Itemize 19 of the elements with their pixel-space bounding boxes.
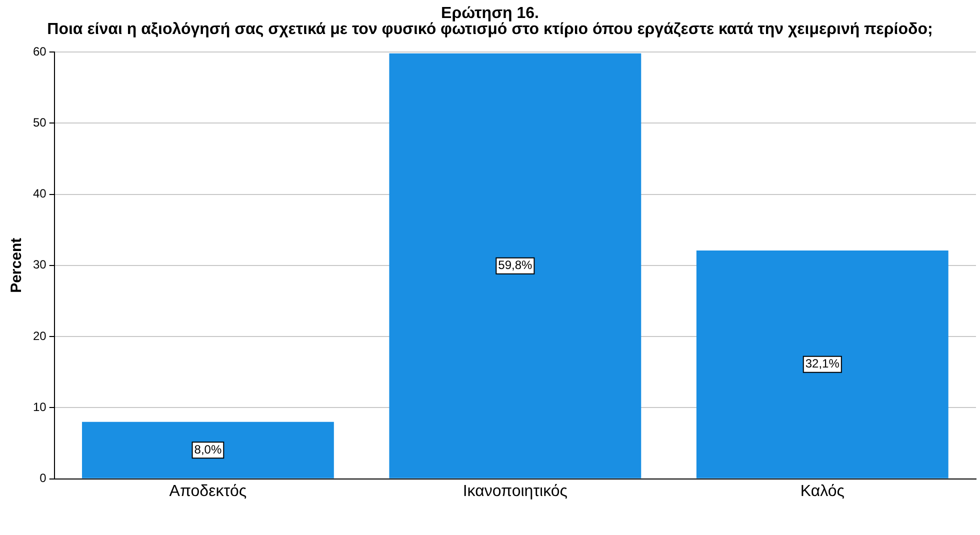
y-tick-label: 20: [32, 328, 47, 343]
x-tick-label: Ικανοποιητικός: [462, 482, 568, 500]
y-tick-label: 10: [32, 400, 47, 414]
x-tick-label: Καλός: [800, 482, 845, 500]
y-tick-label: 60: [32, 44, 47, 58]
bar: [696, 250, 948, 478]
x-tick-label: Αποδεκτός: [169, 482, 247, 500]
y-tick-label: 40: [32, 186, 47, 201]
data-label: 32,1%: [805, 356, 840, 371]
chart-subtitle: Ποια είναι η αξιολόγησή σας σχετικά με τον φυσικό φωτισμό στο κτίριο όπου εργάζεστε κατά την χειμερινή περίοδο;: [46, 21, 934, 38]
y-tick-label: 30: [32, 258, 47, 272]
y-tick-label: 0: [40, 471, 47, 486]
y-axis-title: Percent: [8, 238, 26, 293]
bar: [389, 53, 642, 478]
data-label: 8,0%: [194, 442, 222, 456]
chart-title: Ερώτηση 16.: [440, 5, 540, 22]
bar: [82, 422, 334, 478]
y-tick-label: 50: [32, 115, 47, 130]
data-label: 59,8%: [498, 258, 533, 272]
